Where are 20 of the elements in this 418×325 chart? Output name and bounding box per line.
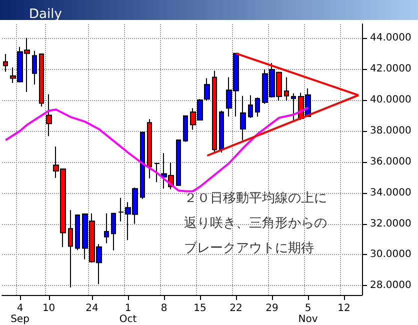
x-tick-label: 5 Nov bbox=[298, 303, 318, 325]
y-tick-label: 30.0000 bbox=[370, 249, 412, 260]
x-tick-label: 15 bbox=[194, 303, 206, 314]
y-tick-label: 38.0000 bbox=[370, 125, 412, 136]
y-tick-label: 28.0000 bbox=[370, 280, 412, 292]
x-tick-label: 10 bbox=[42, 303, 56, 314]
x-tick-label: 12 bbox=[338, 303, 350, 314]
y-tick-label: 40.0000 bbox=[370, 94, 412, 106]
x-tick-label: 4 Sep bbox=[10, 303, 30, 325]
chart-title: Daily bbox=[29, 7, 62, 22]
y-tick-label: 34.0000 bbox=[370, 187, 412, 198]
x-tick-label: 22 bbox=[230, 303, 242, 314]
y-tick-label: 42.0000 bbox=[370, 63, 412, 74]
x-tick-label: 29 bbox=[266, 303, 278, 314]
y-tick-label: 44.0000 bbox=[370, 32, 412, 44]
x-tick-label: 24 bbox=[86, 303, 98, 314]
x-tick-label: 8 bbox=[160, 303, 168, 314]
y-tick-label: 36.0000 bbox=[370, 156, 412, 168]
y-tick-label: 32.0000 bbox=[370, 218, 412, 230]
x-tick-label: 1 Oct bbox=[119, 303, 137, 325]
